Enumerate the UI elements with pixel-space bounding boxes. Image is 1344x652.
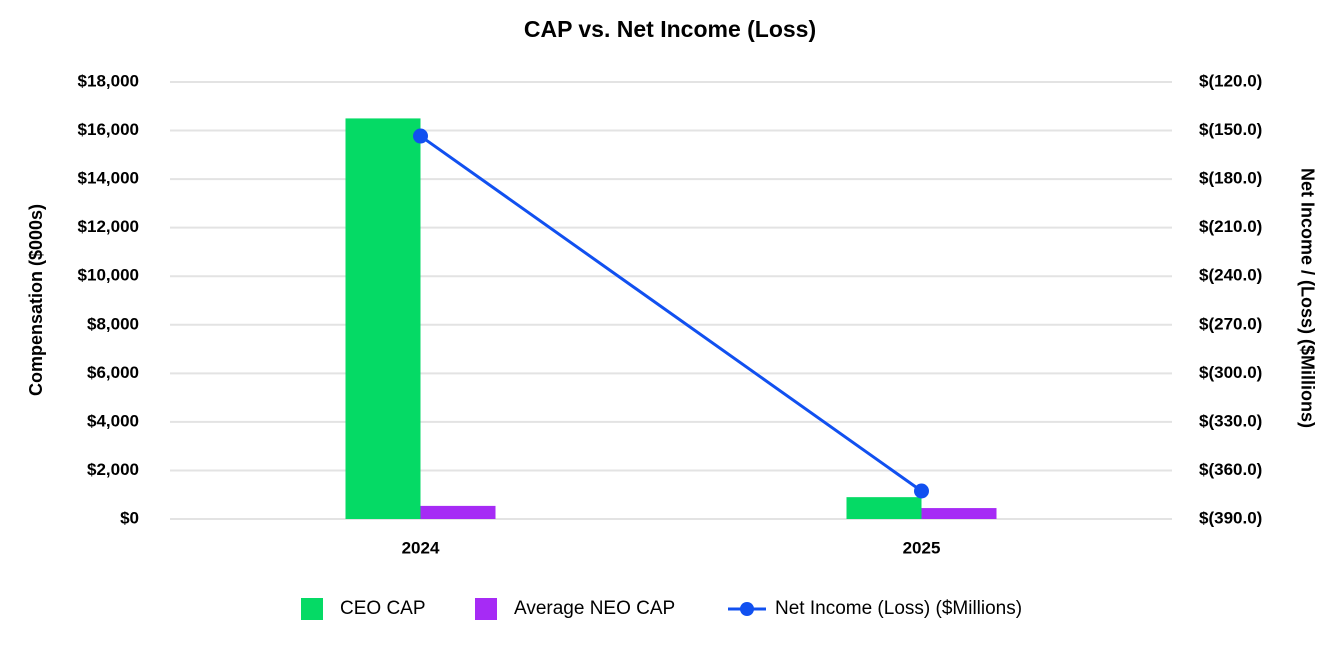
y2-axis-label: Net Income / (Loss) ($Millions): [1297, 168, 1317, 428]
y-tick-label: $4,000: [87, 411, 139, 430]
y-tick-label: $2,000: [87, 460, 139, 479]
y2-tick-label: $(360.0): [1199, 460, 1262, 479]
bar: [420, 505, 496, 519]
line-point: [413, 128, 428, 144]
y2-tick-label: $(390.0): [1199, 508, 1262, 527]
legend-swatch: [475, 598, 497, 620]
y-tick-label: $12,000: [78, 217, 139, 236]
y-tick-label: $18,000: [78, 71, 139, 90]
x-tick-label: 2024: [402, 538, 440, 557]
legend-label: Net Income (Loss) ($Millions): [775, 598, 1022, 619]
bar: [921, 508, 997, 519]
legend-swatch: [301, 598, 323, 620]
x-tick-label: 2025: [903, 538, 941, 557]
legend-label: CEO CAP: [340, 598, 426, 619]
y2-tick-label: $(150.0): [1199, 120, 1262, 139]
legend-swatch: [740, 602, 754, 616]
y2-tick-label: $(180.0): [1199, 169, 1262, 188]
bar: [846, 497, 922, 519]
y2-tick-label: $(330.0): [1199, 411, 1262, 430]
y-tick-label: $0: [120, 508, 139, 527]
y-tick-label: $14,000: [78, 169, 139, 188]
y2-tick-label: $(120.0): [1199, 71, 1262, 90]
y-tick-label: $8,000: [87, 314, 139, 333]
y-tick-label: $10,000: [78, 266, 139, 285]
y2-tick-label: $(300.0): [1199, 363, 1262, 382]
chart-title: CAP vs. Net Income (Loss): [524, 16, 816, 42]
y2-tick-label: $(210.0): [1199, 217, 1262, 236]
y2-tick-label: $(240.0): [1199, 266, 1262, 285]
line-point: [914, 483, 929, 499]
y2-tick-label: $(270.0): [1199, 314, 1262, 333]
y-tick-label: $6,000: [87, 363, 139, 382]
y-tick-label: $16,000: [78, 120, 139, 139]
line: [419, 134, 923, 493]
legend-label: Average NEO CAP: [514, 598, 675, 619]
y-axis-label: Compensation ($000s): [26, 204, 46, 396]
bar: [345, 118, 421, 520]
